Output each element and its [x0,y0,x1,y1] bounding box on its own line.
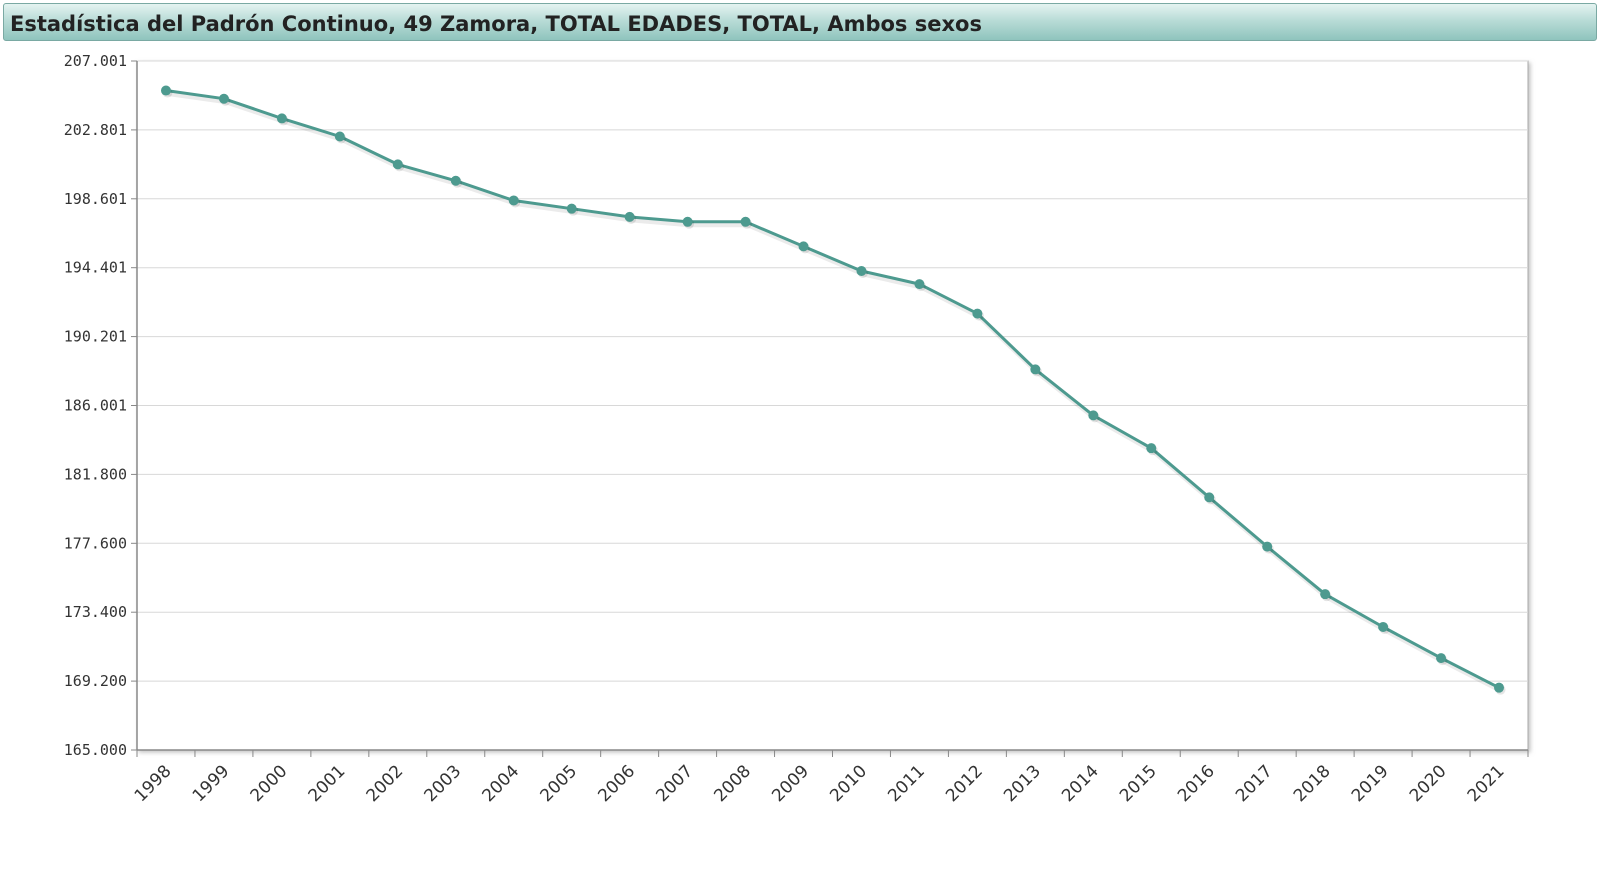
data-point-2015[interactable] [1146,443,1157,454]
data-point-2001[interactable] [334,131,345,142]
y-tick-label: 181.800 [64,465,127,483]
x-tick-label: 2008 [710,761,755,806]
data-point-2006[interactable] [624,211,635,222]
x-tick-label: 2010 [826,761,871,806]
data-point-2012[interactable] [972,308,983,319]
x-tick-label: 1999 [189,761,234,806]
y-tick-label: 198.601 [64,190,127,208]
x-tick-label: 2019 [1348,761,1393,806]
data-point-2000[interactable] [276,113,287,124]
x-tick-label: 2020 [1406,761,1451,806]
data-point-2004[interactable] [508,195,519,206]
y-tick-label: 186.001 [64,396,127,414]
data-point-2007[interactable] [682,216,693,227]
x-tick-label: 2006 [594,761,639,806]
data-point-2017[interactable] [1262,541,1273,552]
x-tick-label: 2017 [1232,761,1277,806]
y-tick-label: 190.201 [64,328,127,346]
x-tick-label: 2018 [1290,761,1335,806]
y-tick-label: 165.000 [64,741,127,759]
data-point-2009[interactable] [798,241,809,252]
x-axis-ticks: 1998 1999 2000 2001 2002 2003 2004 2005 2006 2007… [131,750,1529,806]
x-tick-label: 2014 [1058,761,1103,806]
x-tick-label: 2011 [884,761,929,806]
y-axis-ticks: 165.000 169.200 173.400 177.600 181.800 186.0… [64,52,137,759]
x-tick-label: 2009 [768,761,813,806]
chart-title-bar: Estadística del Padrón Continuo, 49 Zamo… [3,3,1597,41]
data-point-2010[interactable] [856,265,867,276]
y-tick-label: 177.600 [64,534,127,552]
y-tick-label: 202.801 [64,121,127,139]
data-point-2011[interactable] [914,279,925,290]
data-point-1998[interactable] [160,85,171,96]
series-group [160,85,1506,695]
x-tick-label: 2021 [1464,761,1509,806]
data-point-2008[interactable] [740,216,751,227]
data-point-2013[interactable] [1030,364,1041,375]
data-point-2021[interactable] [1494,682,1505,693]
y-tick-label: 173.400 [64,603,127,621]
data-point-1999[interactable] [218,93,229,104]
x-tick-label: 2015 [1116,761,1161,806]
series-line [164,89,1501,690]
data-point-2005[interactable] [566,203,577,214]
data-point-2016[interactable] [1204,492,1215,503]
data-point-2002[interactable] [392,159,403,170]
data-point-2003[interactable] [450,175,461,186]
x-tick-label: 2001 [305,761,350,806]
x-tick-label: 2003 [421,761,466,806]
x-tick-label: 2002 [363,761,408,806]
x-tick-label: 2013 [1000,761,1045,806]
x-tick-label: 2005 [536,761,581,806]
data-point-2019[interactable] [1378,621,1389,632]
x-tick-label: 1998 [131,761,176,806]
x-tick-label: 2004 [479,761,524,806]
data-point-2014[interactable] [1088,410,1099,421]
x-tick-label: 2000 [247,761,292,806]
x-tick-label: 2012 [942,761,987,806]
x-tick-label: 2016 [1174,761,1219,806]
y-tick-label: 194.401 [64,259,127,277]
y-tick-label: 207.001 [64,52,127,70]
data-point-2018[interactable] [1320,589,1331,600]
chart-title: Estadística del Padrón Continuo, 49 Zamo… [10,12,982,36]
data-point-2020[interactable] [1436,653,1447,664]
x-tick-label: 2007 [652,761,697,806]
y-tick-label: 169.200 [64,672,127,690]
